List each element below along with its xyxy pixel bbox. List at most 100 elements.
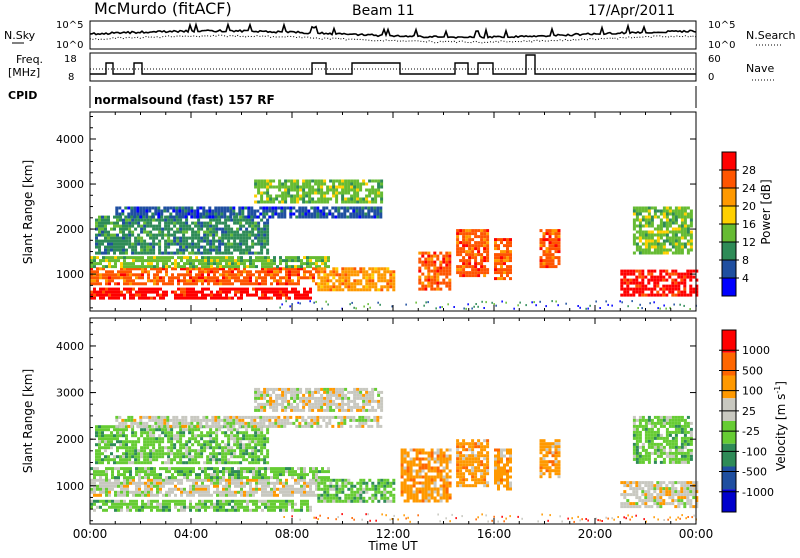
power-cell <box>219 273 222 276</box>
velocity-cell <box>265 419 268 422</box>
power-cell <box>257 192 260 195</box>
velocity-cell <box>288 503 291 506</box>
velocity-cell <box>162 503 165 506</box>
power-cell <box>242 237 245 240</box>
power-cell <box>101 216 104 219</box>
power-speckle <box>327 304 329 306</box>
power-cell <box>113 222 116 225</box>
velocity-cell <box>325 416 328 419</box>
power-echo-region <box>456 229 489 277</box>
power-cell <box>687 234 690 237</box>
power-cell <box>255 288 258 291</box>
power-cell <box>181 210 184 213</box>
power-cell <box>471 229 474 232</box>
power-cell <box>323 180 326 183</box>
power-cell <box>137 234 140 237</box>
power-cell <box>138 259 141 262</box>
power-cell <box>108 256 111 259</box>
velocity-cell <box>186 467 189 470</box>
power-cell <box>197 228 200 231</box>
power-cell <box>666 210 669 213</box>
power-speckle <box>325 301 327 303</box>
power-cell <box>189 282 192 285</box>
power-cell <box>549 238 552 241</box>
power-cell <box>462 238 465 241</box>
power-cell <box>249 279 252 282</box>
velocity-cell <box>234 482 237 485</box>
velocity-cell <box>213 503 216 506</box>
power-cell <box>686 276 689 279</box>
power-cell <box>114 273 117 276</box>
power-cell <box>255 282 258 285</box>
velocity-cell <box>316 419 319 422</box>
velocity-cell <box>130 416 133 419</box>
power-cell <box>210 265 213 268</box>
velocity-cell <box>119 458 122 461</box>
velocity-cell <box>236 434 239 437</box>
power-cell <box>222 279 225 282</box>
power-cell <box>116 240 119 243</box>
power-cell <box>288 259 291 262</box>
power-speckle <box>519 302 521 304</box>
velocity-cell <box>140 434 143 437</box>
power-cell <box>323 282 326 285</box>
velocity-cell <box>216 473 219 476</box>
power-cell <box>668 276 671 279</box>
power-cell <box>153 265 156 268</box>
power-cell <box>291 259 294 262</box>
power-cell <box>273 267 276 270</box>
velocity-cell <box>180 470 183 473</box>
power-cell <box>282 291 285 294</box>
power-cell <box>418 276 421 279</box>
power-cell <box>153 288 156 291</box>
power-cell <box>116 219 119 222</box>
velocity-cell <box>285 488 288 491</box>
power-cell <box>639 252 642 255</box>
power-cell <box>273 256 276 259</box>
velocity-cell <box>105 488 108 491</box>
velocity-cell <box>270 467 273 470</box>
velocity-cell <box>120 485 123 488</box>
power-cell <box>632 279 635 282</box>
velocity-cell <box>134 434 137 437</box>
velocity-cell <box>171 473 174 476</box>
power-cell <box>459 265 462 268</box>
power-cell <box>179 243 182 246</box>
power-cell <box>182 252 185 255</box>
velocity-cell <box>131 449 134 452</box>
power-cell <box>230 237 233 240</box>
power-cell <box>418 270 421 273</box>
velocity-cell <box>182 434 185 437</box>
power-cell <box>439 267 442 270</box>
power-cell <box>110 237 113 240</box>
power-cell <box>198 273 201 276</box>
power-cell <box>219 294 222 297</box>
velocity-cell <box>110 443 113 446</box>
velocity-cell <box>373 419 376 422</box>
power-cell <box>140 228 143 231</box>
power-cell <box>172 207 175 210</box>
power-cell <box>108 282 111 285</box>
power-cell <box>102 291 105 294</box>
velocity-cell <box>206 458 209 461</box>
power-cell <box>111 279 114 282</box>
velocity-cell <box>156 494 159 497</box>
power-cell <box>500 256 503 259</box>
power-cell <box>356 273 359 276</box>
power-cell <box>209 222 212 225</box>
power-cell <box>185 240 188 243</box>
power-cell <box>329 198 332 201</box>
nsearch-tick-top: 10^5 <box>708 20 735 31</box>
power-cell <box>280 210 283 213</box>
power-cell <box>258 288 261 291</box>
power-cell <box>127 207 130 210</box>
power-cell <box>362 285 365 288</box>
power-cell <box>427 279 430 282</box>
velocity-cell <box>101 452 104 455</box>
velocity-cell <box>287 388 290 391</box>
velocity-cell <box>273 467 276 470</box>
velocity-cell <box>206 434 209 437</box>
power-cell <box>290 186 293 189</box>
power-cell <box>623 279 626 282</box>
power-cell <box>465 235 468 238</box>
